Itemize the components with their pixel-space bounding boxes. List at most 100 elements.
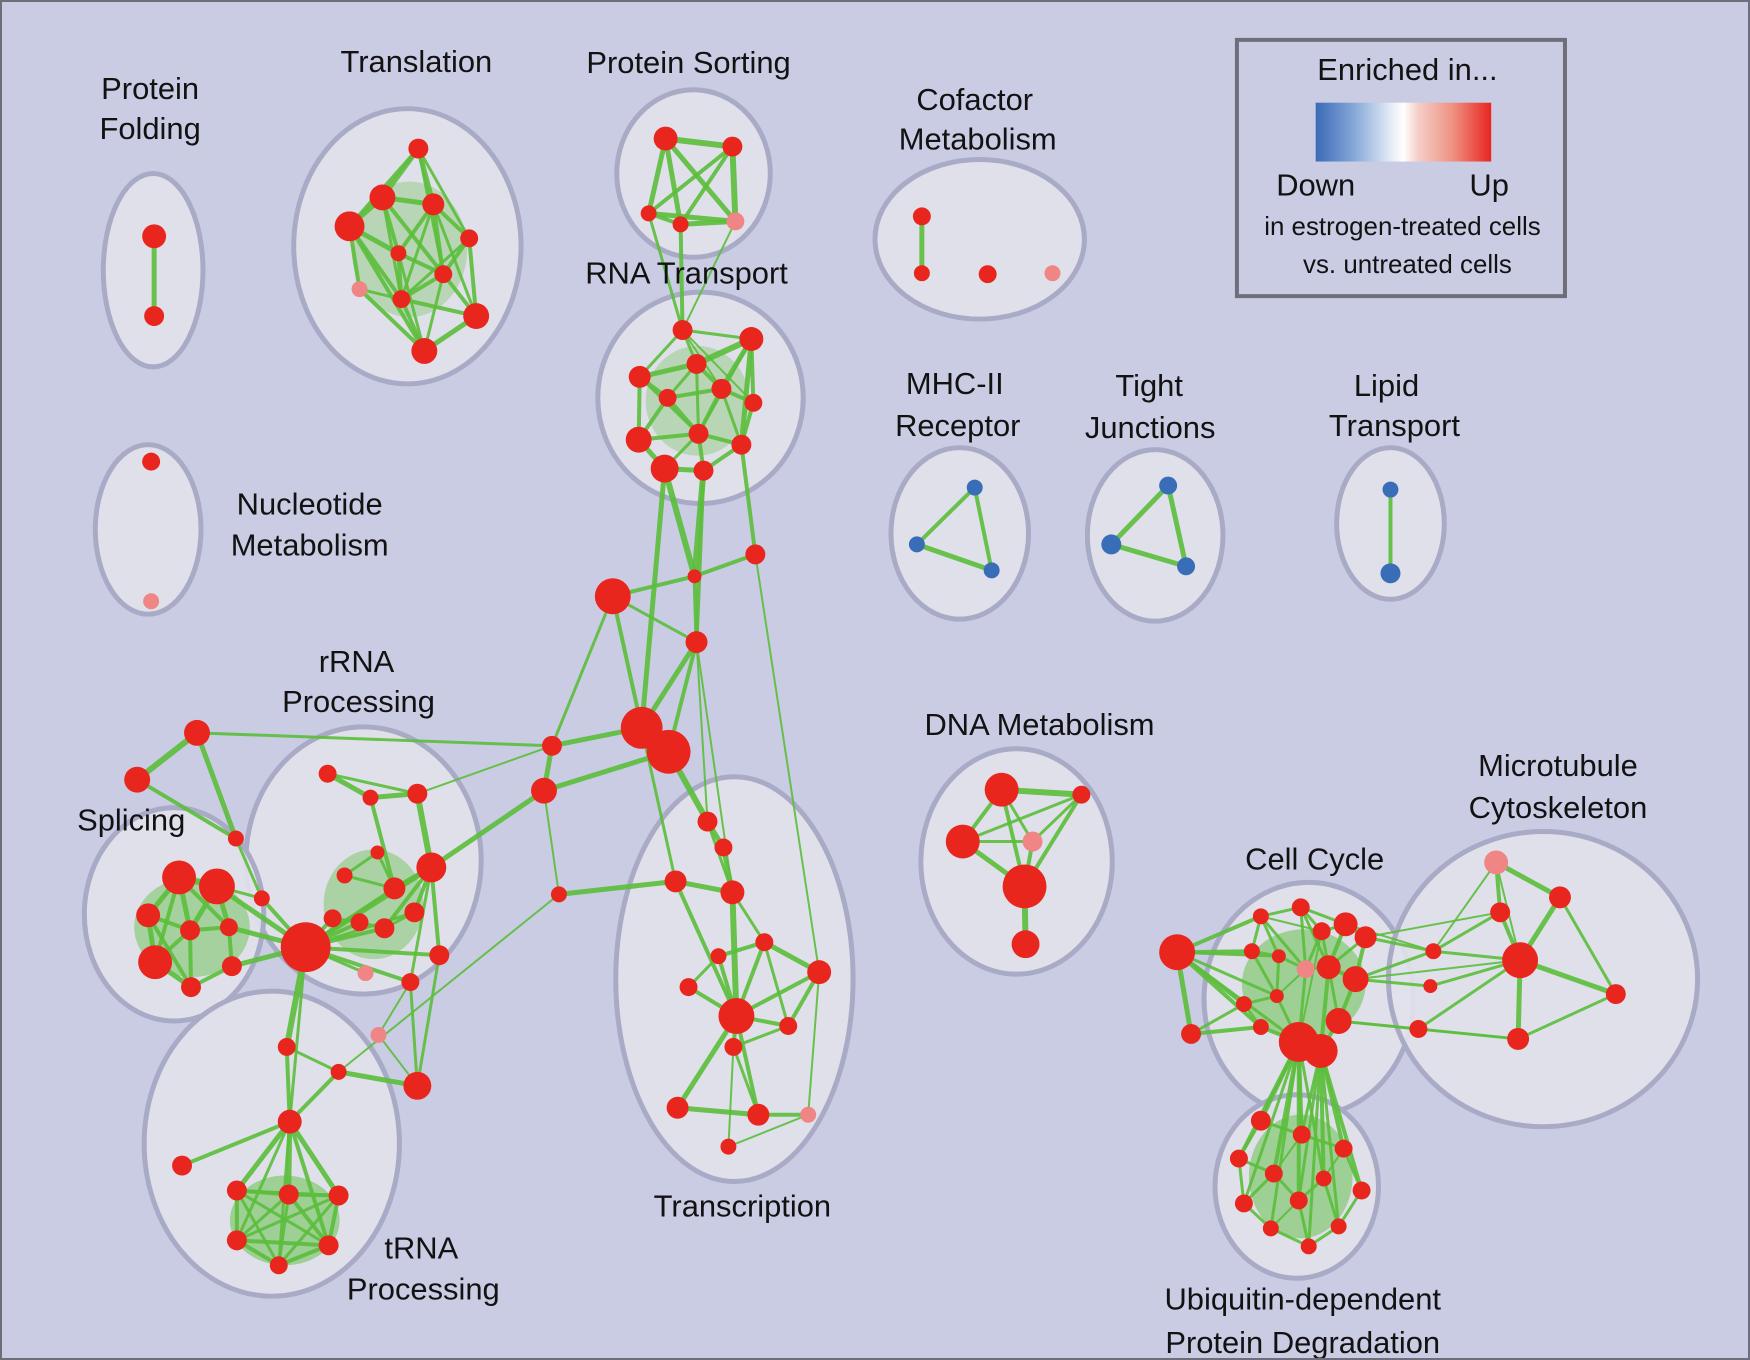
gene-set-node [1044, 265, 1061, 282]
gene-set-node [1177, 557, 1196, 576]
gene-set-node [594, 578, 631, 615]
cluster-label-rrna-processing: Processing [282, 684, 435, 719]
network-edge [416, 744, 553, 795]
gene-set-node [1291, 898, 1310, 917]
gene-set-node [908, 536, 925, 553]
cluster-ellipse-microtubule-cytoskeleton [1385, 829, 1701, 1130]
gene-set-node [913, 265, 930, 282]
network-edge [1493, 859, 1563, 900]
network-edge [284, 1044, 292, 1124]
gene-set-node [1312, 922, 1331, 941]
gene-set-node [718, 998, 755, 1034]
cluster-label-nucleotide-metabolism: Nucleotide [237, 487, 383, 522]
gene-set-node [1605, 984, 1626, 1005]
gene-set-node [403, 1071, 432, 1100]
network-edge [961, 793, 1083, 844]
network-edge [422, 272, 445, 353]
gene-set-node [1342, 966, 1369, 993]
network-edge [277, 1193, 341, 1267]
network-edge [556, 878, 679, 897]
gene-set-node [1072, 785, 1091, 804]
gene-set-node [1490, 902, 1511, 923]
gene-set-node [1409, 1019, 1428, 1038]
gene-set-node [144, 306, 165, 327]
network-edge [1189, 1024, 1263, 1036]
gene-set-node [710, 948, 727, 965]
gene-set-node [277, 1109, 302, 1134]
gene-set-node [984, 772, 1019, 807]
gene-set-node [755, 933, 774, 952]
network-edge [673, 879, 739, 1019]
gene-set-node [672, 320, 693, 341]
gene-set-node [434, 265, 453, 284]
network-edge [678, 222, 685, 333]
gene-set-node [1250, 1110, 1271, 1131]
gene-set-node [1181, 1023, 1202, 1044]
network-edge [738, 336, 754, 448]
gene-set-node [625, 426, 652, 453]
network-edge [731, 1045, 760, 1117]
network-edge [287, 1119, 342, 1198]
gene-set-node [351, 281, 368, 298]
gene-set-node [628, 365, 651, 388]
cluster-label-microtubule-cytoskeleton: Microtubule [1478, 748, 1638, 783]
gene-set-node [136, 903, 161, 928]
gene-set-node [731, 434, 752, 455]
gene-set-node [650, 454, 679, 483]
network-edge [661, 465, 698, 580]
network-edge [1416, 958, 1522, 1031]
network-edge [695, 641, 709, 823]
network-edge [1108, 483, 1171, 547]
network-edge [1416, 1027, 1520, 1041]
network-edge [195, 731, 554, 748]
gene-set-node [184, 719, 210, 746]
gene-set-node [407, 783, 428, 804]
network-edge [692, 552, 758, 579]
network-edge [914, 485, 977, 547]
gene-set-node [653, 126, 678, 151]
gene-set-node [138, 945, 173, 980]
gene-set-node [1296, 960, 1315, 979]
legend-down-label: Down [1276, 168, 1355, 203]
gene-set-node [390, 245, 407, 262]
cluster-label-lipid-transport: Transport [1329, 408, 1460, 443]
gene-set-node [720, 1138, 737, 1155]
gene-set-node [219, 918, 238, 937]
gene-set-node [198, 868, 235, 905]
legend-up-label: Up [1469, 168, 1509, 203]
network-edge [1364, 935, 1435, 953]
gene-set-node [180, 920, 200, 941]
gene-set-node [1271, 949, 1286, 964]
network-edge [914, 541, 995, 573]
gene-set-node [336, 867, 353, 884]
network-edge [694, 468, 706, 645]
gene-set-node [978, 265, 997, 284]
gene-set-node [1315, 1170, 1332, 1187]
network-edge [646, 136, 669, 216]
gene-set-node [726, 212, 745, 231]
gene-set-node [697, 811, 718, 832]
network-edge [235, 1193, 341, 1242]
gene-set-node [370, 845, 385, 860]
gene-set-node [1425, 943, 1442, 960]
gene-set-node [688, 423, 709, 444]
gene-set-node [328, 1185, 349, 1206]
legend-caption-line2: vs. untreated cells [1303, 251, 1512, 279]
cluster-label-tight-junctions: Tight [1115, 368, 1183, 403]
gene-set-node [693, 460, 714, 481]
gene-set-node [227, 830, 244, 847]
network-edge [681, 329, 755, 404]
network-edge [1297, 1049, 1323, 1202]
gene-set-node [1382, 481, 1399, 498]
legend-gradient-bar [1315, 102, 1492, 162]
gene-set-node [711, 378, 732, 399]
gene-set-node [531, 777, 557, 804]
gene-set-node [685, 631, 708, 654]
network-edge [695, 362, 701, 436]
gene-set-node [1235, 996, 1252, 1013]
gene-set-node [1484, 850, 1509, 875]
gene-set-node [1264, 1164, 1283, 1183]
gene-set-node [983, 562, 1000, 579]
